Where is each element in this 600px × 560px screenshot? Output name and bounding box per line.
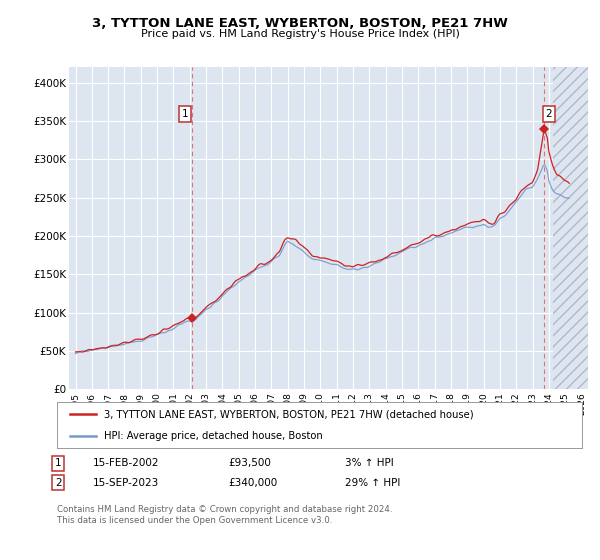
Text: 15-SEP-2023: 15-SEP-2023 — [93, 478, 159, 488]
Text: 1: 1 — [182, 109, 188, 119]
Text: Contains HM Land Registry data © Crown copyright and database right 2024.
This d: Contains HM Land Registry data © Crown c… — [57, 505, 392, 525]
Text: Price paid vs. HM Land Registry's House Price Index (HPI): Price paid vs. HM Land Registry's House … — [140, 29, 460, 39]
Text: £340,000: £340,000 — [228, 478, 277, 488]
Text: 29% ↑ HPI: 29% ↑ HPI — [345, 478, 400, 488]
Text: 3, TYTTON LANE EAST, WYBERTON, BOSTON, PE21 7HW (detached house): 3, TYTTON LANE EAST, WYBERTON, BOSTON, P… — [104, 409, 474, 419]
Text: 3, TYTTON LANE EAST, WYBERTON, BOSTON, PE21 7HW: 3, TYTTON LANE EAST, WYBERTON, BOSTON, P… — [92, 17, 508, 30]
Text: HPI: Average price, detached house, Boston: HPI: Average price, detached house, Bost… — [104, 431, 323, 441]
Text: 3% ↑ HPI: 3% ↑ HPI — [345, 458, 394, 468]
Text: 2: 2 — [545, 109, 553, 119]
Text: 15-FEB-2002: 15-FEB-2002 — [93, 458, 160, 468]
Text: 2: 2 — [55, 478, 62, 488]
Bar — [553, 67, 588, 389]
Text: £93,500: £93,500 — [228, 458, 271, 468]
Text: 1: 1 — [55, 458, 62, 468]
